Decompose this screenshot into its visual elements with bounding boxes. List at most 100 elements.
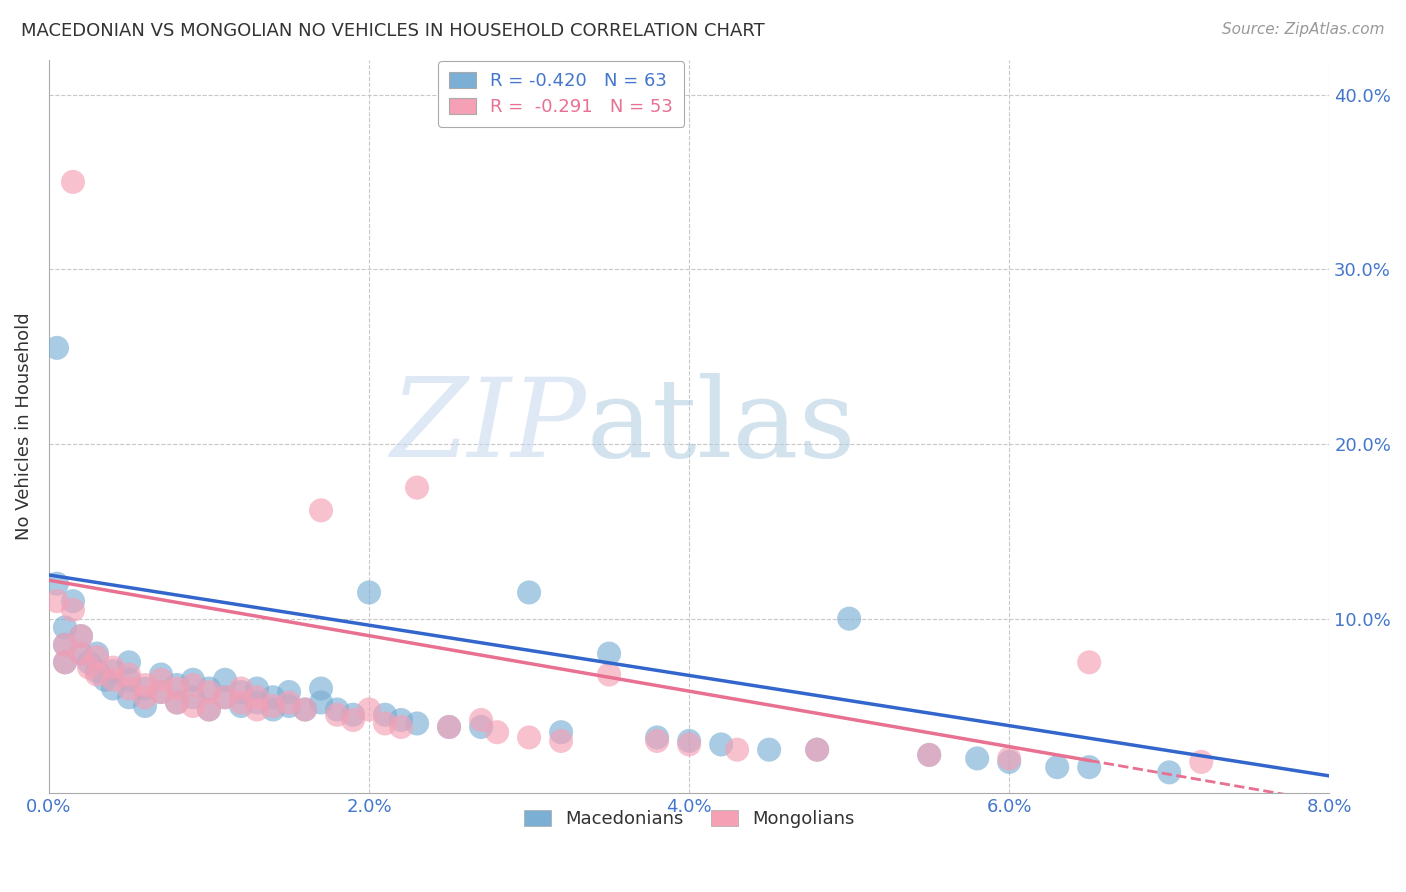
Point xyxy=(374,716,396,731)
Point xyxy=(246,702,269,716)
Point xyxy=(181,673,204,687)
Point xyxy=(998,755,1021,769)
Point xyxy=(406,716,429,731)
Point xyxy=(326,707,349,722)
Point xyxy=(150,667,173,681)
Point xyxy=(150,685,173,699)
Point xyxy=(437,720,460,734)
Point xyxy=(998,751,1021,765)
Point xyxy=(1078,760,1101,774)
Point xyxy=(645,734,668,748)
Point xyxy=(70,647,93,661)
Point xyxy=(389,713,412,727)
Point xyxy=(86,667,108,681)
Point xyxy=(118,667,141,681)
Point xyxy=(229,696,252,710)
Point xyxy=(86,650,108,665)
Point xyxy=(62,175,84,189)
Point xyxy=(309,503,332,517)
Point xyxy=(278,685,301,699)
Point xyxy=(166,696,188,710)
Point xyxy=(309,696,332,710)
Point xyxy=(246,696,269,710)
Y-axis label: No Vehicles in Household: No Vehicles in Household xyxy=(15,313,32,541)
Point xyxy=(678,734,700,748)
Point xyxy=(470,713,492,727)
Point xyxy=(70,647,93,661)
Point xyxy=(150,673,173,687)
Point xyxy=(486,725,509,739)
Point xyxy=(53,638,76,652)
Point xyxy=(70,629,93,643)
Point xyxy=(918,747,941,762)
Point xyxy=(262,690,284,705)
Point xyxy=(389,720,412,734)
Point xyxy=(309,681,332,696)
Point xyxy=(229,681,252,696)
Point xyxy=(134,698,156,713)
Point xyxy=(966,751,988,765)
Point xyxy=(357,585,380,599)
Point xyxy=(46,341,69,355)
Point xyxy=(62,603,84,617)
Point xyxy=(229,698,252,713)
Point xyxy=(326,702,349,716)
Point xyxy=(406,481,429,495)
Point xyxy=(598,647,620,661)
Point xyxy=(214,690,236,705)
Point xyxy=(46,594,69,608)
Point xyxy=(262,702,284,716)
Point xyxy=(118,673,141,687)
Point xyxy=(86,647,108,661)
Point xyxy=(645,731,668,745)
Point xyxy=(53,620,76,634)
Point xyxy=(246,690,269,705)
Text: ZIP: ZIP xyxy=(391,373,586,480)
Point xyxy=(134,681,156,696)
Point xyxy=(118,690,141,705)
Point xyxy=(94,673,117,687)
Point xyxy=(550,725,572,739)
Point xyxy=(246,681,269,696)
Point xyxy=(1046,760,1069,774)
Point xyxy=(181,678,204,692)
Point xyxy=(1159,765,1181,780)
Point xyxy=(198,681,221,696)
Point xyxy=(46,576,69,591)
Point xyxy=(214,690,236,705)
Point xyxy=(101,664,124,678)
Point xyxy=(806,742,828,756)
Point xyxy=(53,656,76,670)
Point xyxy=(437,720,460,734)
Point xyxy=(758,742,780,756)
Point xyxy=(101,681,124,696)
Point xyxy=(342,707,364,722)
Point xyxy=(166,678,188,692)
Point xyxy=(214,673,236,687)
Point xyxy=(598,667,620,681)
Point xyxy=(198,685,221,699)
Point xyxy=(53,656,76,670)
Point xyxy=(53,638,76,652)
Point xyxy=(1078,656,1101,670)
Point xyxy=(262,698,284,713)
Legend: Macedonians, Mongolians: Macedonians, Mongolians xyxy=(516,803,862,836)
Point xyxy=(181,698,204,713)
Point xyxy=(86,664,108,678)
Point xyxy=(134,690,156,705)
Text: MACEDONIAN VS MONGOLIAN NO VEHICLES IN HOUSEHOLD CORRELATION CHART: MACEDONIAN VS MONGOLIAN NO VEHICLES IN H… xyxy=(21,22,765,40)
Point xyxy=(166,681,188,696)
Text: Source: ZipAtlas.com: Source: ZipAtlas.com xyxy=(1222,22,1385,37)
Point xyxy=(278,698,301,713)
Point xyxy=(101,660,124,674)
Point xyxy=(150,685,173,699)
Point xyxy=(517,731,540,745)
Point xyxy=(294,702,316,716)
Point xyxy=(229,685,252,699)
Point xyxy=(470,720,492,734)
Point xyxy=(62,594,84,608)
Point xyxy=(278,696,301,710)
Point xyxy=(77,656,100,670)
Point xyxy=(118,656,141,670)
Point xyxy=(198,702,221,716)
